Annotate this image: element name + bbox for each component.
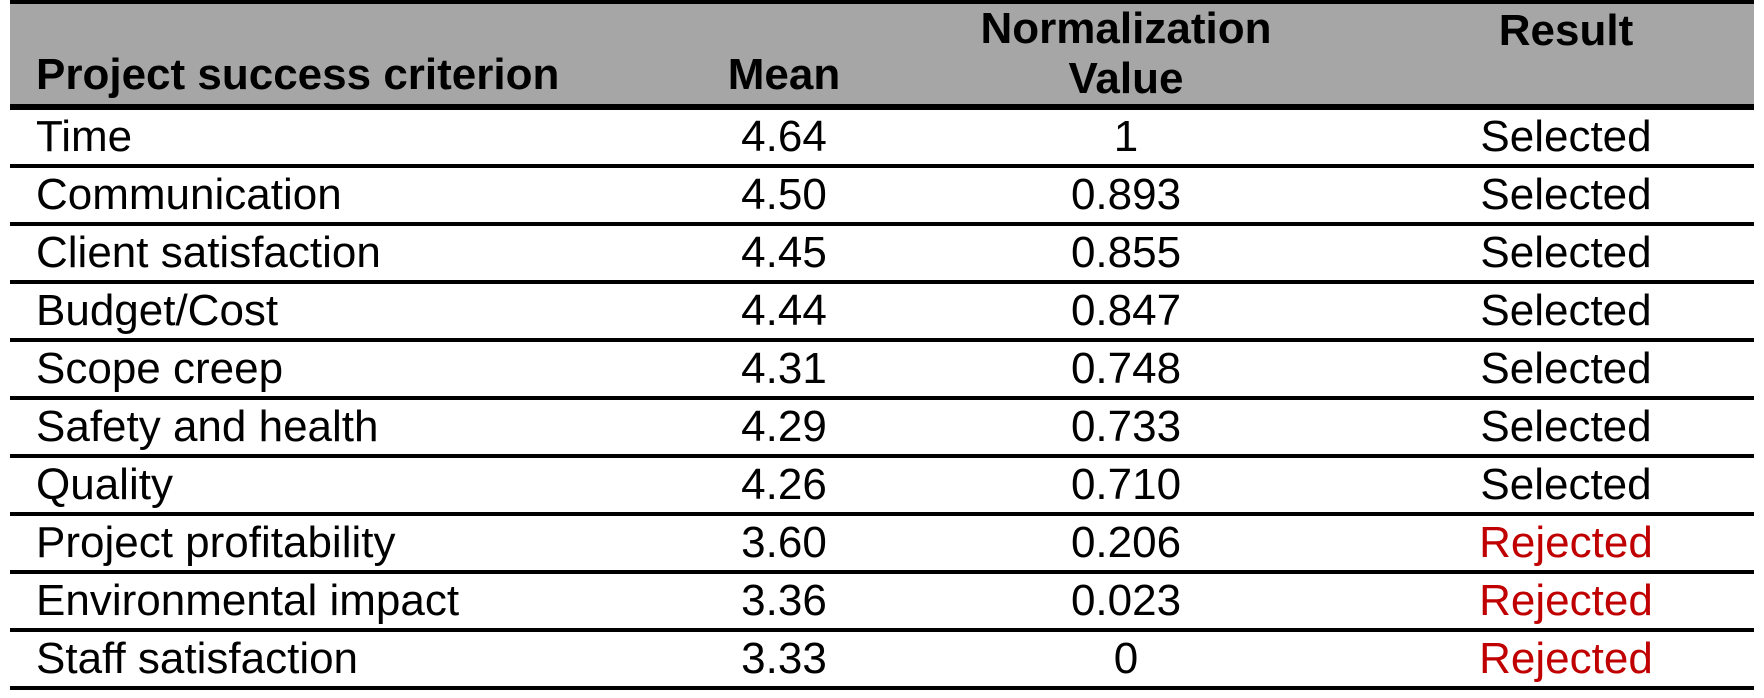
criterion-cell: Project profitability xyxy=(10,514,694,574)
table-row: Staff satisfaction 3.33 0 Rejected xyxy=(10,630,1754,690)
table-row: Quality 4.26 0.710 Selected xyxy=(10,456,1754,516)
table-row: Project profitability 3.60 0.206 Rejecte… xyxy=(10,514,1754,574)
normalization-cell: 0.710 xyxy=(874,456,1378,516)
result-cell: Selected xyxy=(1378,166,1754,226)
header-mean-label: Mean xyxy=(727,50,841,99)
header-normalization: Normalization Value xyxy=(874,2,1378,110)
normalization-cell: 0.893 xyxy=(874,166,1378,226)
normalization-cell: 0.855 xyxy=(874,224,1378,284)
mean-cell: 4.64 xyxy=(694,107,874,168)
criterion-cell: Scope creep xyxy=(10,340,694,400)
criterion-cell: Communication xyxy=(10,166,694,226)
table-row: Scope creep 4.31 0.748 Selected xyxy=(10,340,1754,400)
table-row: Safety and health 4.29 0.733 Selected xyxy=(10,398,1754,458)
result-cell: Selected xyxy=(1378,340,1754,400)
criterion-cell: Safety and health xyxy=(10,398,694,458)
result-cell: Rejected xyxy=(1378,630,1754,690)
header-result-label: Result xyxy=(1498,6,1634,55)
mean-cell: 4.50 xyxy=(694,166,874,226)
header-normalization-line1: Normalization xyxy=(980,4,1272,53)
mean-cell: 4.26 xyxy=(694,456,874,516)
criterion-cell: Time xyxy=(10,107,694,168)
mean-cell: 3.36 xyxy=(694,572,874,632)
normalization-cell: 0.733 xyxy=(874,398,1378,458)
table-row: Client satisfaction 4.45 0.855 Selected xyxy=(10,224,1754,284)
criterion-cell: Budget/Cost xyxy=(10,282,694,342)
normalization-cell: 0 xyxy=(874,630,1378,690)
criterion-cell: Client satisfaction xyxy=(10,224,694,284)
project-success-criteria-table: Project success criterion Mean Normaliza… xyxy=(10,0,1754,690)
mean-cell: 4.44 xyxy=(694,282,874,342)
header-normalization-line2: Value xyxy=(1068,54,1184,103)
normalization-cell: 0.206 xyxy=(874,514,1378,574)
normalization-cell: 0.847 xyxy=(874,282,1378,342)
table-body: Time 4.64 1 Selected Communication 4.50 … xyxy=(10,107,1754,690)
normalization-cell: 0.023 xyxy=(874,572,1378,632)
header-criterion-label: Project success criterion xyxy=(36,50,560,99)
result-cell: Selected xyxy=(1378,224,1754,284)
table-row: Time 4.64 1 Selected xyxy=(10,107,1754,168)
result-cell: Selected xyxy=(1378,456,1754,516)
mean-cell: 4.45 xyxy=(694,224,874,284)
table-row: Communication 4.50 0.893 Selected xyxy=(10,166,1754,226)
table-row: Environmental impact 3.36 0.023 Rejected xyxy=(10,572,1754,632)
mean-cell: 4.31 xyxy=(694,340,874,400)
table-header: Project success criterion Mean Normaliza… xyxy=(10,2,1754,110)
result-cell: Selected xyxy=(1378,282,1754,342)
result-cell: Selected xyxy=(1378,107,1754,168)
result-cell: Selected xyxy=(1378,398,1754,458)
criterion-cell: Environmental impact xyxy=(10,572,694,632)
header-mean: Mean xyxy=(694,2,874,110)
normalization-cell: 1 xyxy=(874,107,1378,168)
criterion-cell: Staff satisfaction xyxy=(10,630,694,690)
result-cell: Rejected xyxy=(1378,572,1754,632)
criterion-cell: Quality xyxy=(10,456,694,516)
mean-cell: 4.29 xyxy=(694,398,874,458)
header-criterion: Project success criterion xyxy=(10,2,694,110)
mean-cell: 3.60 xyxy=(694,514,874,574)
result-cell: Rejected xyxy=(1378,514,1754,574)
mean-cell: 3.33 xyxy=(694,630,874,690)
header-result: Result xyxy=(1378,2,1754,110)
header-row: Project success criterion Mean Normaliza… xyxy=(10,2,1754,110)
table-row: Budget/Cost 4.44 0.847 Selected xyxy=(10,282,1754,342)
normalization-cell: 0.748 xyxy=(874,340,1378,400)
